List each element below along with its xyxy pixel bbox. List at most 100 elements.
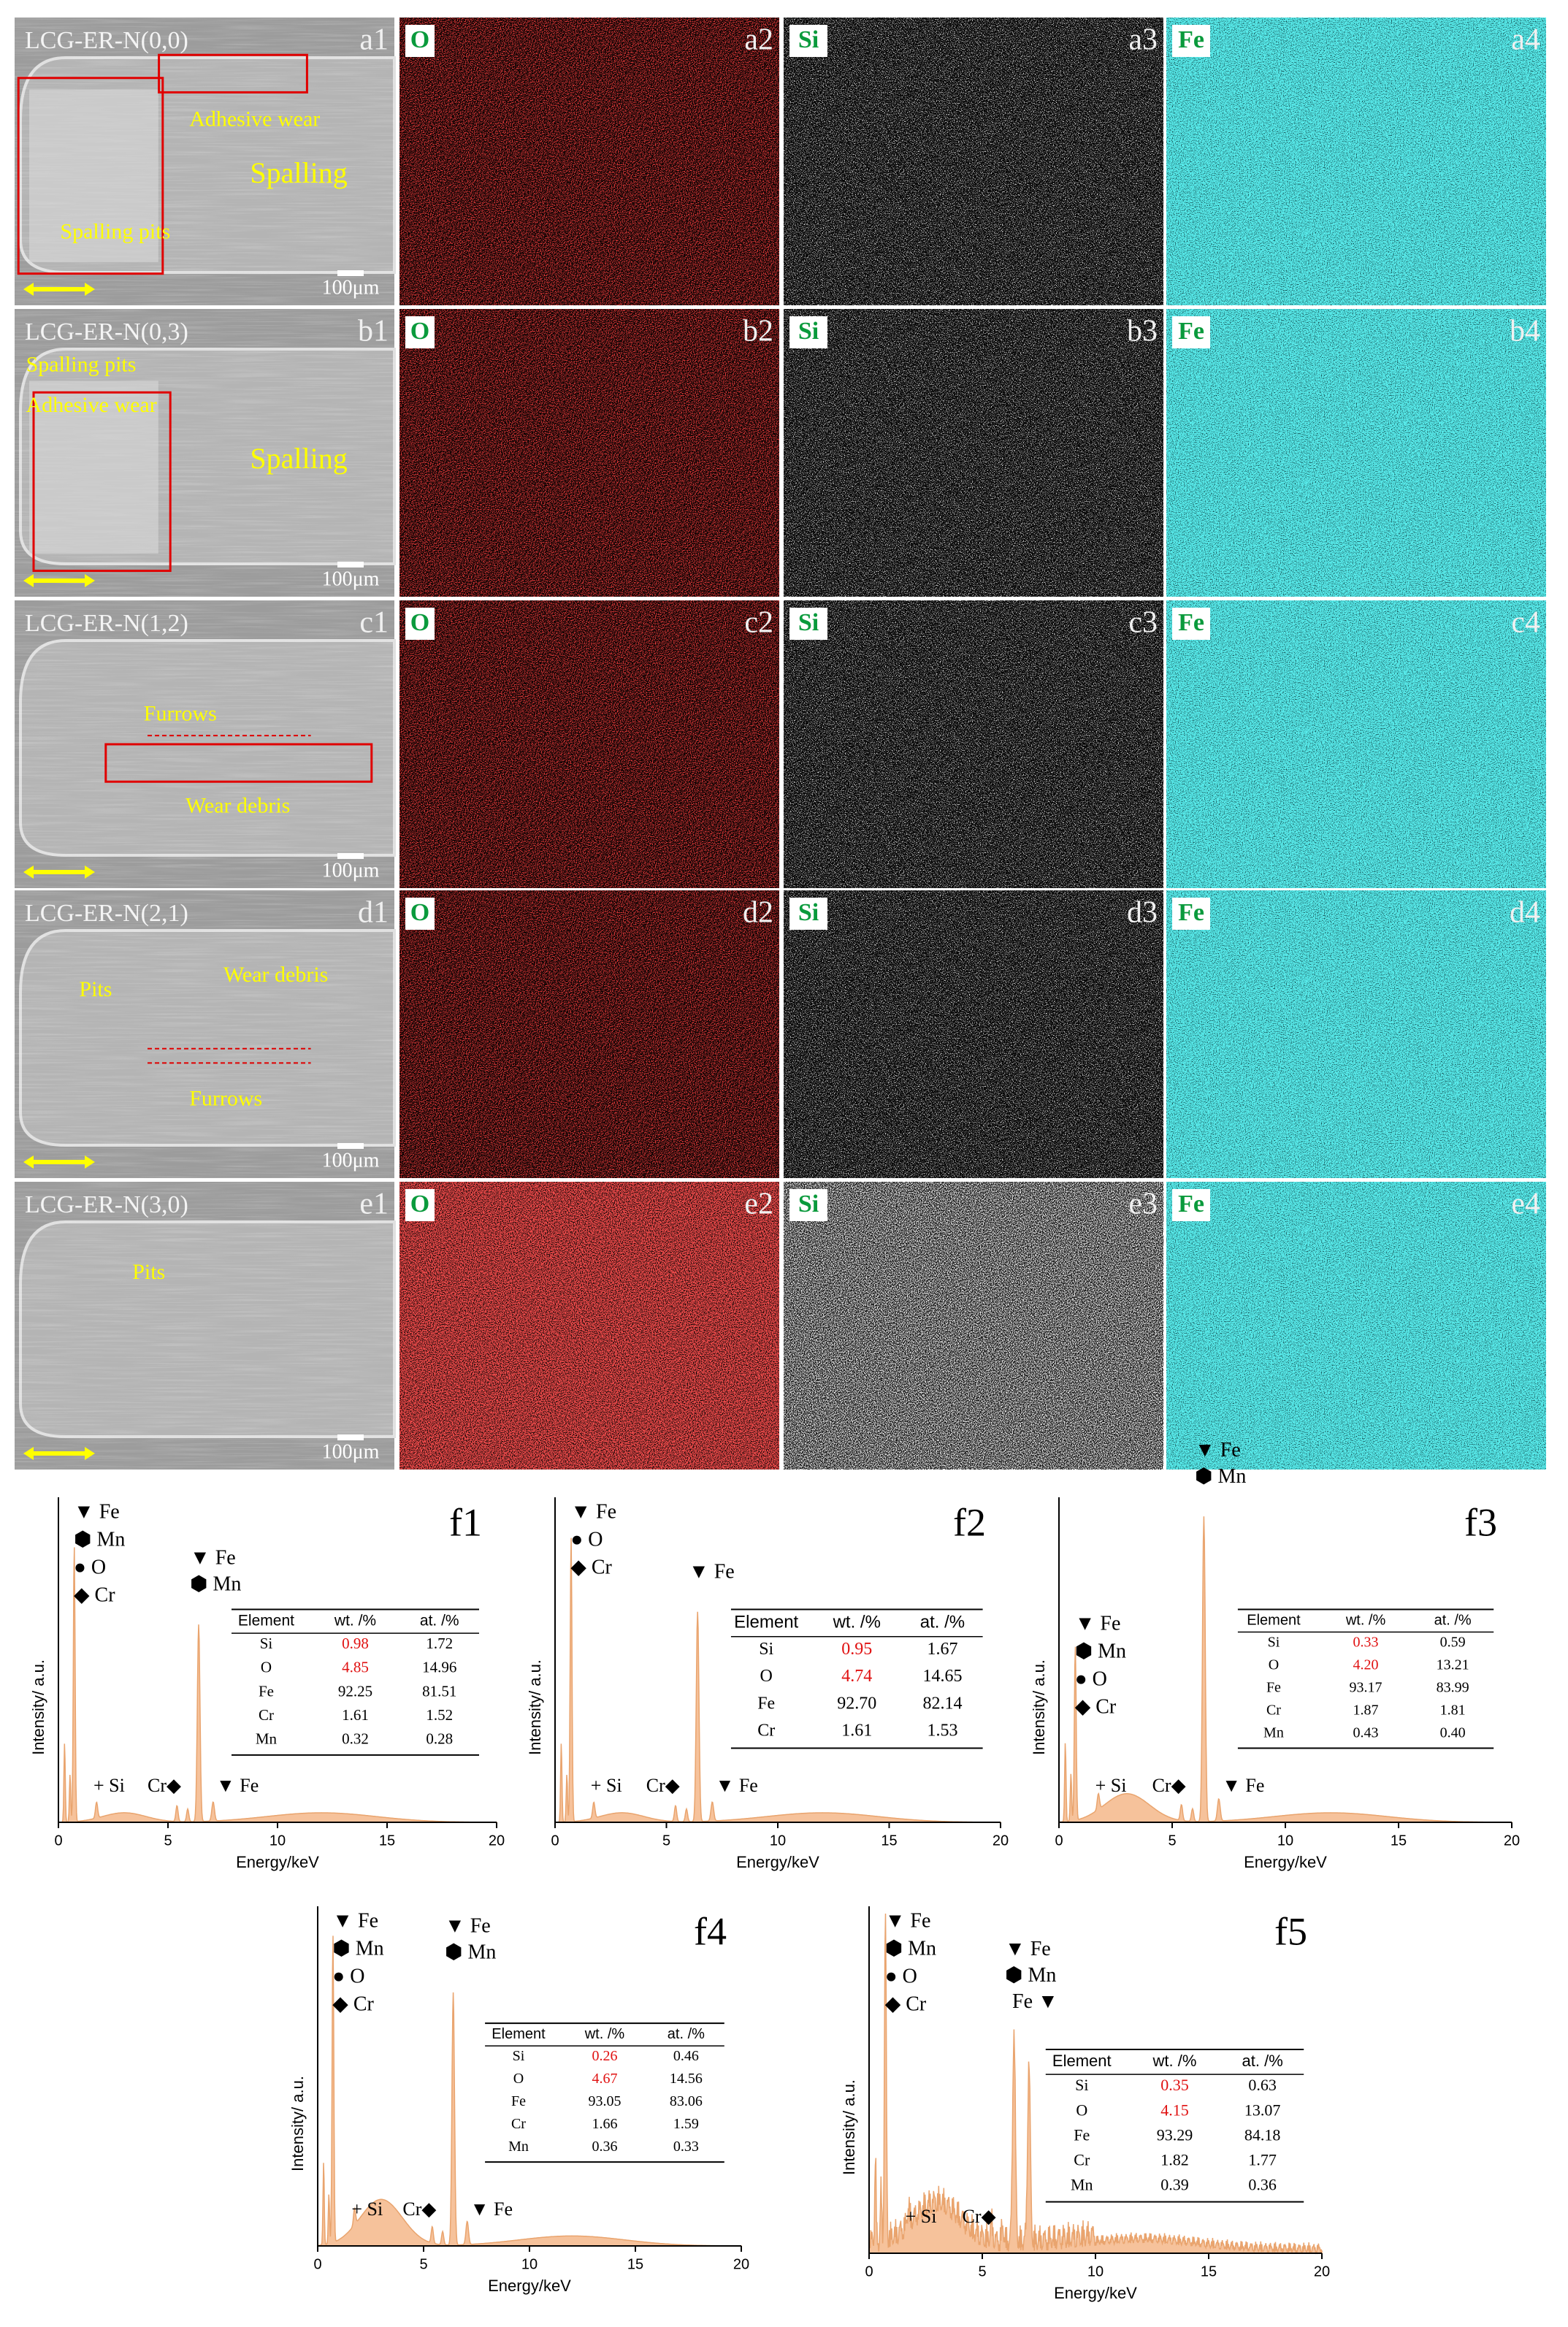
table-cell: 0.43 [1353,1725,1379,1741]
eds-spectrum: 0 5 10 15 20 Energy/keV Intensity/ a.u. f1 ▼ Fe ⬢… [29,1497,505,1871]
peak-label: ▼ Fe [470,2198,513,2220]
image-panel: Fe c4 [1166,600,1546,888]
peak-label: ◆ Cr [74,1583,115,1606]
peak-label: + Si [591,1775,622,1796]
table-cell: Fe [1266,1680,1281,1696]
panel-label: e3 [1128,1188,1158,1221]
element-tag-box [1172,898,1210,930]
table-header: Element [734,1612,798,1632]
image-panel: Fe d4 [1166,890,1546,1178]
table-header: wt. /% [1345,1612,1386,1628]
table-cell: 4.15 [1160,2101,1189,2119]
x-tick-label: 5 [978,2263,986,2280]
table-cell: 0.36 [592,2139,617,2155]
element-tag-box [405,898,435,930]
sem-texture [15,1182,394,1470]
y-axis-label: Intensity/ a.u. [1030,1659,1048,1755]
table-header: at. /% [1434,1612,1472,1628]
element-map [784,18,1163,305]
x-tick-label: 5 [1168,1833,1176,1849]
element-tag: O [410,26,429,53]
element-map [784,890,1163,1178]
sample-name: LCG-ER-N(1,2) [25,610,188,637]
element-tag: O [410,318,429,345]
table-cell: Fe [757,1694,775,1713]
table-cell: 84.18 [1244,2125,1281,2144]
table-cell: O [1076,2101,1087,2119]
element-tag-box [405,608,435,640]
element-tag-box [789,898,827,930]
element-map [1166,890,1546,1178]
highlight-box [32,391,172,573]
eds-spectrum: 0 5 10 15 20 Energy/keV Intensity/ a.u. f2 ▼ Fe ●… [526,1497,1009,1871]
peak-label: Cr◆ [402,2198,436,2220]
table-cell: 0.98 [342,1635,369,1652]
x-axis-label: Energy/keV [1244,1853,1327,1871]
y-axis-label: Intensity/ a.u. [526,1659,544,1755]
element-tag: Fe [1178,26,1204,53]
peak-label: + Si [93,1775,125,1796]
table-cell: 4.67 [592,2071,617,2087]
table-cell: 14.56 [670,2071,703,2087]
x-tick-label: 10 [1277,1833,1293,1849]
element-map [1166,18,1546,305]
table-cell: Si [260,1635,273,1652]
table-cell: 1.59 [673,2116,699,2132]
table-header: Element [1247,1612,1301,1628]
scale-bar [337,1143,364,1149]
table-cell: 93.17 [1350,1680,1382,1696]
table-cell: 0.33 [1353,1635,1379,1651]
table-header: wt. /% [334,1612,376,1629]
image-panel: LCG-ER-N(3,0) Pits e1 100μm [15,1182,396,1470]
x-axis-label: Energy/keV [1054,2284,1137,2302]
y-axis-label: Intensity/ a.u. [840,2079,858,2175]
peak-label: ◆ Cr [332,1992,374,2015]
table-cell: O [1269,1657,1279,1673]
table-cell: 0.35 [1160,2076,1189,2094]
table-header: Element [492,2026,546,2042]
element-map [399,1182,779,1470]
table-cell: 1.81 [1440,1703,1466,1719]
x-tick-label: 20 [1504,1833,1520,1849]
table-cell: 1.77 [1248,2150,1277,2169]
scale-arrow [23,1155,95,1169]
x-tick-label: 20 [733,2256,749,2272]
panel-label: a1 [359,23,389,57]
element-tag-box [405,1189,435,1221]
peak-label: ◆ Cr [885,1992,927,2015]
annotation: Wear debris [186,794,290,818]
peak-label: ▼ Fe [716,1775,758,1796]
element-tag-box [1172,608,1210,640]
image-panel: LCG-ER-N(0,0) Adhesive wear Spalling Spalli… [15,18,396,305]
peak-label: ● O [332,1965,364,1987]
panel-label: b1 [358,315,389,348]
scale-arrow [23,574,95,587]
table-cell: 1.52 [426,1706,453,1724]
sample-name: LCG-ER-N(3,0) [25,1191,188,1218]
panel-label: e2 [744,1188,773,1221]
image-panel: Fe e4 [1166,1182,1546,1470]
scale-bar-label: 100μm [322,1149,380,1172]
table-header: at. /% [668,2026,705,2042]
panel-label: c3 [1128,606,1158,640]
table-cell: 0.33 [673,2139,699,2155]
table-header: at. /% [1242,2052,1283,2070]
table-cell: 1.67 [927,1640,957,1659]
panel-label: c2 [744,606,773,640]
element-map [399,309,779,597]
scale-bar-label: 100μm [322,568,380,590]
element-map [1166,600,1546,888]
eds-spectrum: 0 5 10 15 20 Energy/keV Intensity/ a.u. f5 ▼ Fe ⬢… [840,1906,1330,2302]
table-cell: 0.63 [1248,2076,1277,2094]
table-cell: 0.36 [1248,2176,1277,2194]
annotation: Pits [132,1260,165,1284]
table-cell: Mn [256,1730,278,1747]
element-map [399,18,779,305]
table-cell: Mn [1071,2176,1093,2194]
scale-bar [337,270,364,276]
x-tick-label: 0 [865,2263,873,2280]
table-cell: 0.28 [426,1730,453,1747]
x-axis-label: Energy/keV [236,1853,319,1871]
scale-bar-label: 100μm [322,1440,380,1463]
